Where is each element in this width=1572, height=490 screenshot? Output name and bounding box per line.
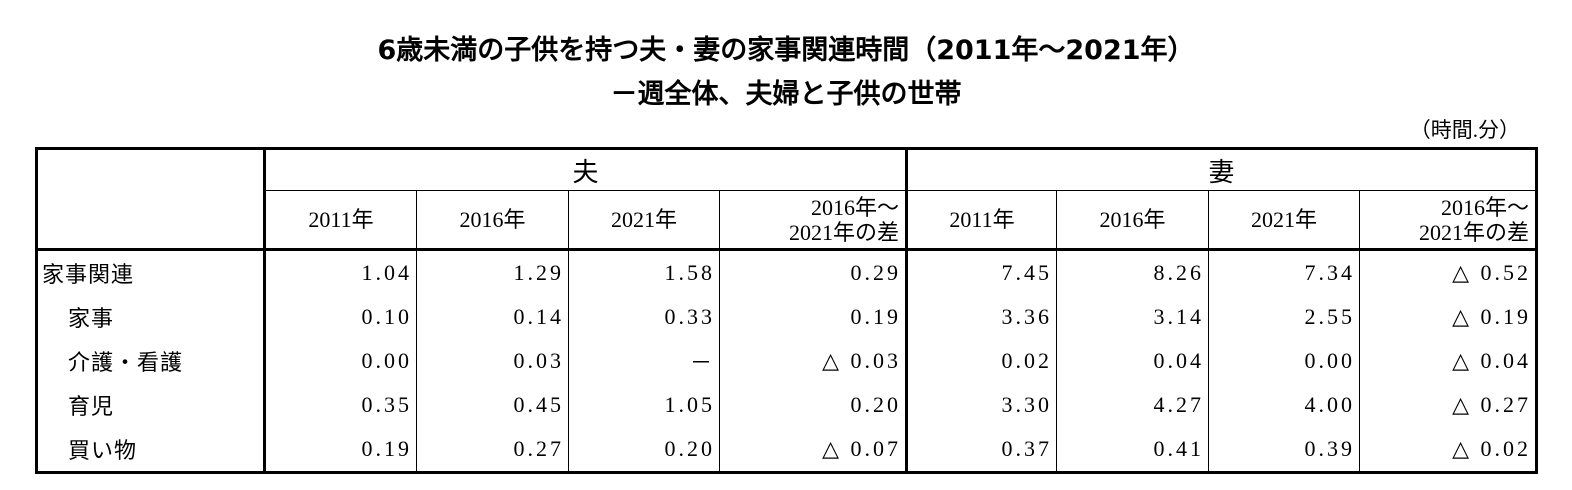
column-header-line: 2016年～ <box>811 194 900 220</box>
row-label: 家事 <box>36 295 265 339</box>
cell: 0.41 <box>1056 427 1210 473</box>
cell: △ 0.02 <box>1359 427 1538 473</box>
unit-note: （時間.分） <box>1409 118 1520 142</box>
column-header-line: 2011年 <box>949 207 1015 232</box>
cell: 1.29 <box>416 249 569 295</box>
column-header: 2016年～ 2021年の差 <box>1359 190 1538 251</box>
cell: △ 0.04 <box>1359 339 1538 383</box>
row-label: 家事関連 <box>36 249 265 295</box>
cell: △ 0.03 <box>718 339 908 383</box>
row-label: 介護・看護 <box>36 339 265 383</box>
column-header-line: 2011年 <box>308 207 374 232</box>
column-header-line: 2021年 <box>610 207 677 232</box>
cell: 4.27 <box>1056 383 1210 427</box>
column-header: 2011年 <box>905 190 1058 251</box>
cell: 0.27 <box>416 427 569 473</box>
column-header: 2016年～ 2021年の差 <box>718 190 908 251</box>
cell: － <box>568 339 720 383</box>
column-header-line: 2016年～ <box>1441 194 1530 220</box>
column-header: 2016年 <box>1056 190 1210 251</box>
cell: 0.02 <box>905 339 1058 383</box>
cell: 0.35 <box>263 383 417 427</box>
column-header-line: 2016年 <box>1099 207 1166 232</box>
cell: 0.10 <box>263 295 417 339</box>
cell: 7.34 <box>1208 249 1361 295</box>
cell: 0.33 <box>568 295 720 339</box>
cell: 0.19 <box>718 295 908 339</box>
row-label: 育児 <box>36 383 265 427</box>
cell: 4.00 <box>1208 383 1361 427</box>
column-header: 2021年 <box>1208 190 1361 251</box>
column-header: 2016年 <box>416 190 569 251</box>
cell: 1.58 <box>568 249 720 295</box>
row: 育児 0.35 0.45 1.05 0.20 3.30 4.27 4.00 △ 0.27 <box>36 383 1538 427</box>
column-header-line: 2016年 <box>459 207 526 232</box>
cell: 3.36 <box>905 295 1058 339</box>
cell: 8.26 <box>1056 249 1210 295</box>
column-header-line: 2021年の差 <box>789 219 900 245</box>
cell: 3.30 <box>905 383 1058 427</box>
cell: 7.45 <box>905 249 1058 295</box>
cell: 0.14 <box>416 295 569 339</box>
subtitle: －週全体、夫婦と子供の世帯 <box>610 79 962 110</box>
group-header: 妻 <box>905 148 1538 191</box>
cell: 1.04 <box>263 249 417 295</box>
cell: 1.05 <box>568 383 720 427</box>
cell: 2.55 <box>1208 295 1361 339</box>
column-header: 2011年 <box>264 190 417 251</box>
row-label: 買い物 <box>36 427 265 473</box>
table: 夫妻 2011年 2016年 2021年 2016年～ 2021年の差 2011年 2016年… <box>35 147 1539 474</box>
cell: 0.20 <box>718 383 908 427</box>
group-header: 夫 <box>263 148 908 191</box>
row: 家事 0.10 0.14 0.33 0.19 3.36 3.14 2.55 △ 0.19 <box>36 295 1538 339</box>
cell: △ 0.27 <box>1359 383 1538 427</box>
cell: 0.03 <box>416 339 569 383</box>
cell: 0.39 <box>1208 427 1361 473</box>
cell: 0.20 <box>568 427 720 473</box>
cell: 0.00 <box>1208 339 1361 383</box>
cell: △ 0.19 <box>1359 295 1538 339</box>
cell: 0.37 <box>905 427 1058 473</box>
cell: 0.29 <box>718 249 908 295</box>
cell: 0.04 <box>1056 339 1210 383</box>
column-header: 2021年 <box>568 190 720 251</box>
cell: △ 0.07 <box>718 427 908 473</box>
cell: 0.19 <box>263 427 417 473</box>
cell: 0.00 <box>263 339 417 383</box>
cell: 0.45 <box>416 383 569 427</box>
cell: △ 0.52 <box>1359 249 1538 295</box>
column-header-line: 2021年の差 <box>1419 219 1530 245</box>
column-header-line: 2021年 <box>1251 207 1318 232</box>
corner-cell <box>36 148 266 251</box>
row: 買い物 0.19 0.27 0.20 △ 0.07 0.37 0.41 0.39 △ 0.02 <box>36 427 1538 473</box>
row: 家事関連 1.04 1.29 1.58 0.29 7.45 8.26 7.34 △ 0.52 <box>36 249 1538 295</box>
row: 介護・看護 0.00 0.03 － △ 0.03 0.02 0.04 0.00 △ 0.04 <box>36 339 1538 383</box>
cell: 3.14 <box>1056 295 1210 339</box>
title: 6歳未満の子供を持つ夫・妻の家事関連時間（2011年～2021年） <box>377 35 1195 66</box>
